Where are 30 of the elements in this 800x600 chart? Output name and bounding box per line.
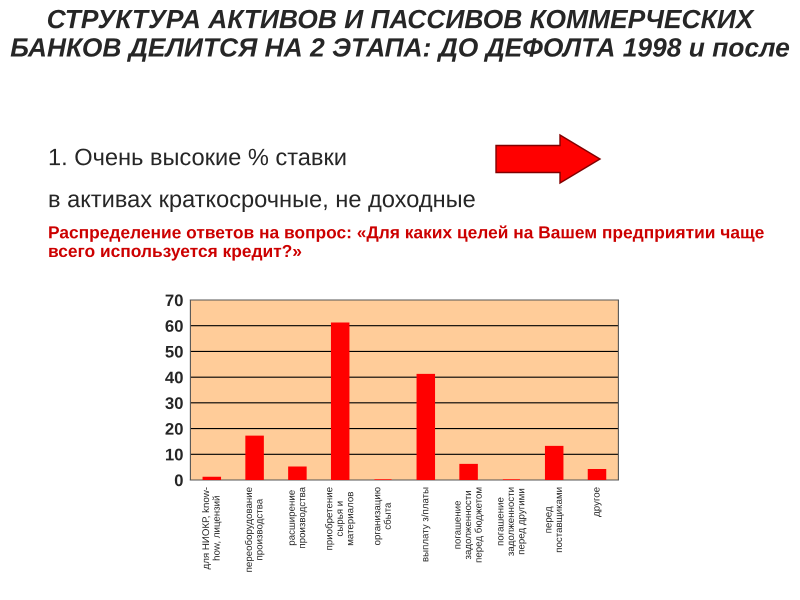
chart-title: СТРУКТУРА АКТИВОВ И ПАССИВОВ КОММЕРЧЕСКИХ БАНКОВ ДЕЛИТСЯ НА 2 ЭТАПА: ДО ДЕФОЛТА 1998 и после [10,10,790,62]
x-tick-label: другое [594,487,602,517]
y-tick-label: 10 [166,448,183,460]
y-tick-label: 0 [174,474,183,486]
y-tick-label: 70 [166,294,183,306]
chart-subtitle: Распределение ответов на вопрос: «Для каких целей на Вашем предприятии чаще всего используется кредит?» [49,225,764,261]
bar [202,476,222,480]
text: в активах краткосрочные, не доходные [50,194,475,212]
x-tick-label: переоборудование производства [244,487,264,572]
x-tick-label: погашение задолженности перед бюджетом [455,488,484,562]
bar [459,464,478,480]
bar [544,446,564,480]
x-tick-label: приобретение сырья и материалов [325,487,356,550]
y-tick-label: 20 [165,422,183,435]
text: 1. Очень высокие % ставки [50,148,346,166]
y-tick-label: 40 [165,372,183,384]
bar [245,436,264,480]
bar [588,469,606,480]
y-tick-label: 30 [165,397,183,410]
y-tick-label: 50 [165,346,183,358]
bar [330,322,350,480]
bar [416,374,436,480]
y-tick-label: 60 [166,320,183,332]
x-tick-label: выплату з/платы [421,488,430,562]
x-tick-label: для НИОКР, know- how, лицензий [202,487,222,570]
bar [288,466,307,480]
x-tick-label: организацию сбыта [375,487,391,546]
x-tick-label: перед поставщиками [546,488,564,552]
x-tick-label: погашение задолженности перед другими [498,488,526,556]
x-tick-label: расширение производства [289,486,308,548]
